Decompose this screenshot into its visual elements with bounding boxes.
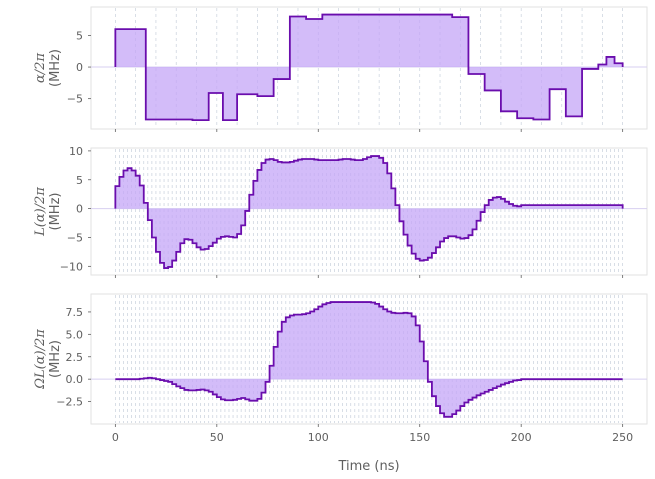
y-tick-label: −10 (60, 260, 83, 273)
y-tick-label: 2.5 (66, 351, 84, 364)
y-axis-label: α/2π (33, 53, 48, 83)
y-axis-unit: (MHz) (48, 340, 63, 378)
series-line (114, 13, 624, 122)
x-axis-label: Time (ns) (337, 459, 399, 474)
panel-2: 10 5 0 −5 −10 L(α)/2π (MHz) (33, 145, 648, 278)
x-tick-label: 100 (308, 431, 329, 444)
y-tick-label: 5.0 (66, 328, 84, 341)
y-tick-label: −5 (67, 231, 83, 244)
series-line (115, 301, 623, 418)
y-axis-label: L(α)/2π (33, 187, 48, 237)
y-tick-label: 0.0 (66, 373, 84, 386)
y-tick-label: 10 (69, 145, 83, 158)
y-tick-label: −5 (67, 93, 83, 106)
panel-1: 5 0 −5 α/2π (MHz) (33, 6, 648, 132)
y-tick-label: −2.5 (56, 396, 83, 409)
panel-3: 7.5 5.0 2.5 0.0 −2.5 ΩL(α)/2π (MHz) (33, 293, 648, 427)
x-tick-label: 250 (612, 431, 633, 444)
series-area (115, 156, 623, 269)
y-axis-label: ΩL(α)/2π (33, 329, 48, 390)
series-line (114, 155, 624, 269)
y-tick-label: 5 (76, 174, 83, 187)
y-tick-label: 7.5 (66, 306, 84, 319)
x-tick-label: 50 (210, 431, 224, 444)
y-axis-unit: (MHz) (48, 193, 63, 231)
x-tick-label: 200 (511, 431, 532, 444)
y-tick-label: 0 (76, 61, 83, 74)
x-tick-label: 0 (112, 431, 119, 444)
y-axis-unit: (MHz) (48, 49, 63, 87)
y-tick-label: 0 (76, 203, 83, 216)
y-tick-label: 5 (76, 29, 83, 42)
x-tick-label: 150 (409, 431, 430, 444)
